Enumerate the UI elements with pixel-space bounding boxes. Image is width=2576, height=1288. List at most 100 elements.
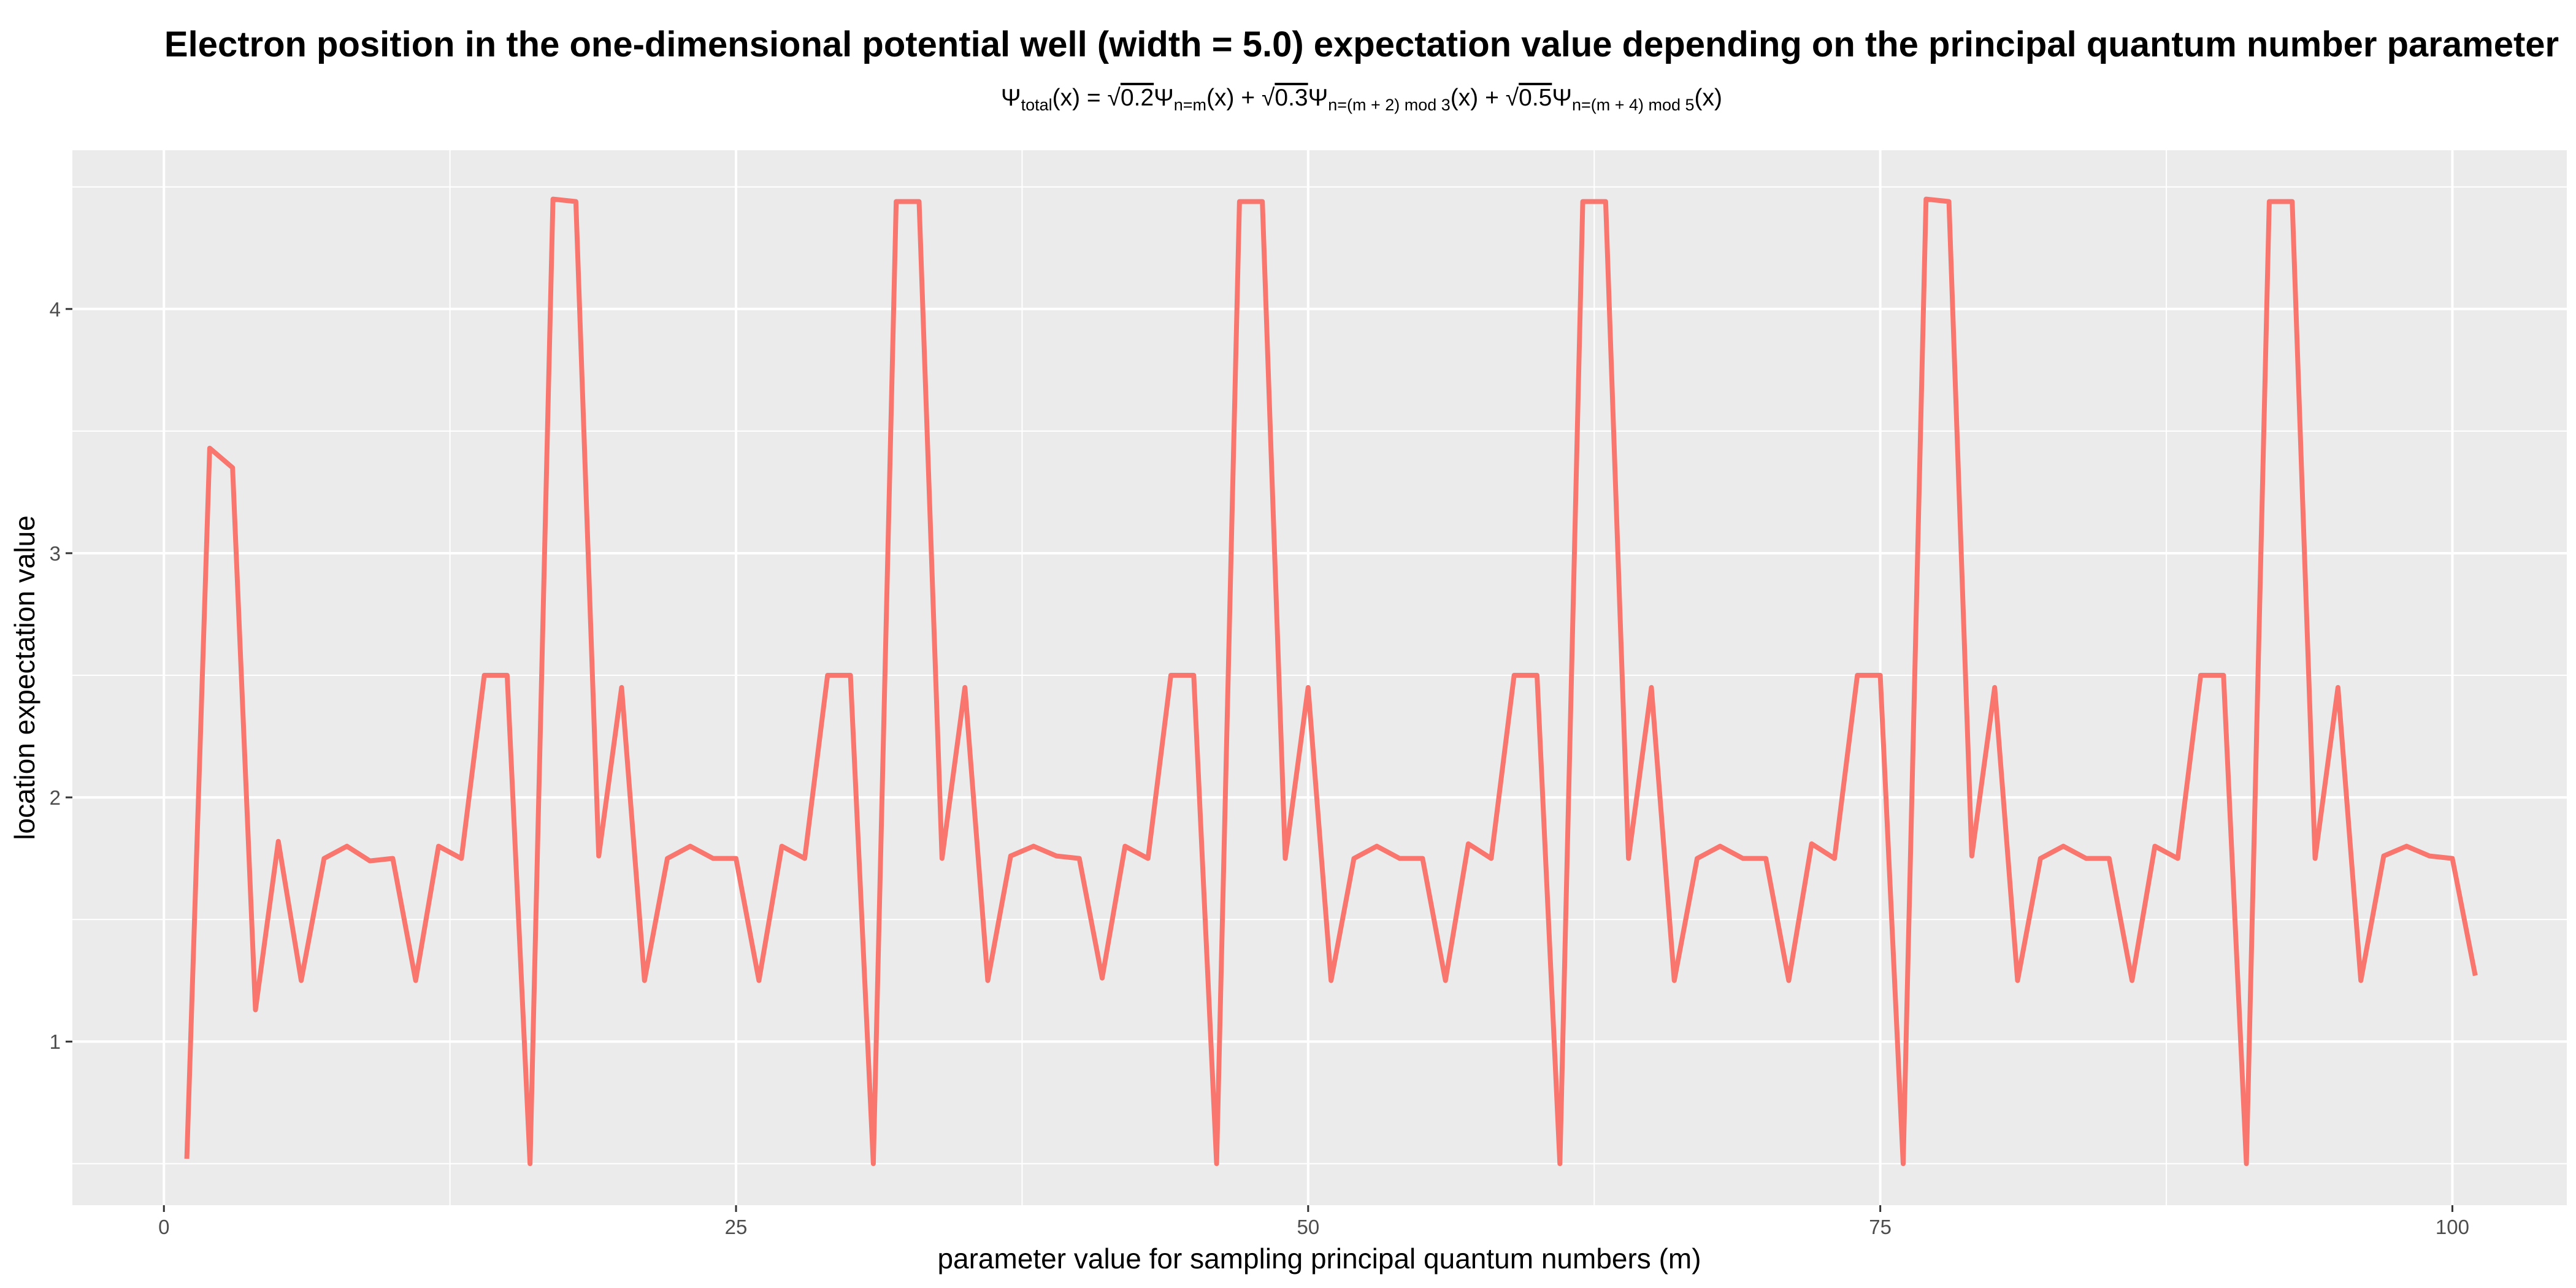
psi-symbol: Ψ (1552, 85, 1572, 111)
psi-symbol: Ψ (1154, 85, 1174, 111)
data-point (482, 673, 487, 678)
data-point (1581, 199, 1585, 204)
x-tick-label: 0 (158, 1216, 169, 1238)
data-point (573, 199, 578, 204)
data-point (2038, 856, 2043, 861)
data-point (1535, 673, 1539, 678)
subtitle-coef-1: 0.2 (1121, 85, 1154, 111)
data-point (2129, 978, 2134, 983)
data-point (1100, 976, 1105, 981)
subtitle-x-arg: (x) (1052, 85, 1080, 111)
data-point (1443, 978, 1448, 983)
data-point (642, 978, 647, 983)
data-point (848, 673, 853, 678)
grid-major (72, 150, 2567, 1205)
sqrt-sign: √ (1506, 85, 1519, 111)
data-point (551, 197, 556, 202)
data-point (1557, 1161, 1562, 1166)
data-point (1992, 685, 1997, 690)
data-point (2336, 685, 2340, 690)
data-point (1878, 673, 1883, 678)
subtitle-equals: = (1080, 85, 1107, 111)
data-point (1947, 199, 1952, 204)
data-point (962, 685, 967, 690)
data-point (1214, 1161, 1219, 1166)
data-point (2152, 844, 2157, 849)
data-point (688, 844, 692, 849)
data-point (2061, 844, 2066, 849)
data-point (413, 978, 418, 983)
y-axis: 1 2 3 4 (50, 298, 72, 1053)
data-point (1077, 856, 1082, 861)
data-point (1283, 856, 1288, 861)
data-point (2175, 856, 2180, 861)
y-axis-title: location expectation value (9, 515, 40, 840)
data-point (253, 1007, 258, 1012)
chart-title: Electron position in the one-dimensional… (164, 25, 2559, 64)
data-point (1832, 856, 1837, 861)
y-tick-label: 2 (50, 786, 61, 809)
subtitle-x-arg: (x) (1695, 85, 1722, 111)
data-point (230, 466, 235, 470)
data-point (1855, 673, 1860, 678)
data-point (802, 856, 807, 861)
x-axis: 0 25 50 75 100 (158, 1205, 2469, 1238)
data-point (1672, 978, 1677, 983)
subtitle-sub-total: total (1021, 96, 1052, 114)
data-point (276, 839, 281, 844)
data-point (1031, 844, 1036, 849)
psi-symbol: Ψ (1001, 85, 1021, 111)
data-point (207, 446, 212, 451)
data-point (1054, 854, 1059, 859)
y-tick-label: 4 (50, 298, 61, 321)
x-tick-label: 75 (1869, 1216, 1892, 1238)
data-point (2427, 854, 2432, 859)
data-point (299, 978, 304, 983)
data-point (1328, 978, 1333, 983)
data-point (619, 685, 624, 690)
data-point (321, 856, 326, 861)
data-point (917, 199, 922, 204)
x-tick-label: 50 (1297, 1216, 1319, 1238)
data-point (871, 1161, 876, 1166)
data-point (185, 1156, 190, 1161)
data-point (1260, 199, 1265, 204)
data-point (2198, 673, 2203, 678)
data-point (390, 856, 395, 861)
data-point (1626, 856, 1631, 861)
data-point (1741, 856, 1746, 861)
data-point (2015, 978, 2020, 983)
data-point (780, 844, 784, 849)
data-point (2107, 856, 2112, 861)
subtitle-coef-2: 0.3 (1275, 85, 1308, 111)
subtitle-plus: + (1478, 85, 1505, 111)
data-point (2358, 978, 2363, 983)
data-point (1397, 856, 1402, 861)
x-tick-label: 100 (2436, 1216, 2469, 1238)
data-point (1008, 854, 1013, 859)
data-point (367, 859, 372, 864)
data-point (527, 1161, 532, 1166)
chart-subtitle: Ψtotal(x) = √0.2Ψn=m(x) + √0.3Ψn=(m + 2)… (1001, 85, 1722, 114)
grid-minor (72, 150, 2567, 1205)
data-point (1237, 199, 1242, 204)
data-point (1901, 1161, 1906, 1166)
data-point (1695, 856, 1700, 861)
data-point (756, 978, 761, 983)
data-point (459, 856, 464, 861)
data-point (1969, 854, 1974, 859)
data-point (1786, 978, 1791, 983)
series-line (184, 196, 2478, 1167)
data-point (1146, 856, 1151, 861)
subtitle-x-arg: (x) (1206, 85, 1234, 111)
subtitle-coef-3: 0.5 (1519, 85, 1552, 111)
subtitle-x-arg: (x) (1451, 85, 1478, 111)
subtitle-sub-1: n=m (1174, 96, 1206, 114)
data-point (1809, 841, 1814, 846)
data-point (894, 199, 899, 204)
data-point (2221, 673, 2226, 678)
data-point (2382, 854, 2386, 859)
data-point (505, 673, 510, 678)
data-point (1923, 197, 1928, 202)
